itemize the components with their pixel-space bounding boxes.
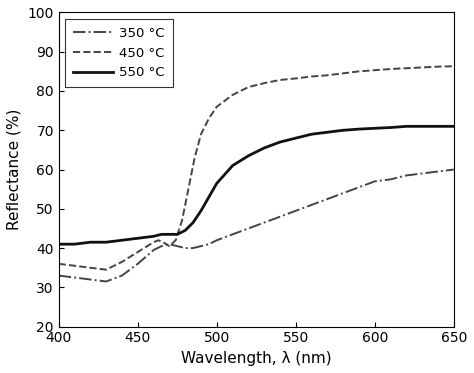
- 450 °C: [340, 71, 346, 76]
- 350 °C: [135, 261, 141, 266]
- 450 °C: [119, 260, 125, 264]
- 450 °C: [261, 81, 267, 85]
- 550 °C: [119, 238, 125, 242]
- 350 °C: [166, 242, 172, 247]
- 450 °C: [277, 78, 283, 82]
- 350 °C: [88, 277, 93, 282]
- Line: 550 °C: 550 °C: [59, 126, 454, 244]
- Line: 450 °C: 450 °C: [59, 66, 454, 270]
- 450 °C: [293, 76, 299, 81]
- 550 °C: [277, 140, 283, 144]
- 350 °C: [340, 191, 346, 195]
- 550 °C: [151, 234, 156, 239]
- 550 °C: [56, 242, 62, 247]
- 350 °C: [388, 177, 393, 182]
- 350 °C: [372, 179, 378, 184]
- 550 °C: [159, 232, 164, 236]
- 450 °C: [451, 64, 457, 69]
- 350 °C: [435, 169, 441, 174]
- 350 °C: [356, 185, 362, 189]
- 550 °C: [88, 240, 93, 244]
- 450 °C: [435, 65, 441, 69]
- 350 °C: [277, 214, 283, 219]
- 350 °C: [206, 242, 212, 247]
- 550 °C: [356, 127, 362, 131]
- Legend: 350 °C, 450 °C, 550 °C: 350 °C, 450 °C, 550 °C: [65, 19, 173, 87]
- 550 °C: [261, 146, 267, 150]
- 450 °C: [192, 156, 198, 160]
- 550 °C: [230, 163, 236, 168]
- 450 °C: [230, 93, 236, 97]
- 550 °C: [325, 130, 330, 135]
- 550 °C: [372, 126, 378, 131]
- 450 °C: [325, 73, 330, 78]
- 350 °C: [56, 273, 62, 278]
- 450 °C: [151, 240, 156, 244]
- 550 °C: [403, 124, 409, 129]
- 350 °C: [198, 244, 204, 248]
- 550 °C: [419, 124, 425, 129]
- 350 °C: [451, 167, 457, 172]
- 450 °C: [356, 69, 362, 73]
- 450 °C: [160, 240, 166, 244]
- 450 °C: [56, 261, 62, 266]
- 550 °C: [135, 236, 141, 241]
- Y-axis label: Reflectance (%): Reflectance (%): [7, 109, 22, 230]
- 550 °C: [309, 132, 314, 137]
- 350 °C: [174, 244, 180, 248]
- 550 °C: [190, 220, 196, 225]
- 450 °C: [135, 250, 141, 254]
- 550 °C: [206, 195, 212, 199]
- 350 °C: [261, 220, 267, 225]
- 550 °C: [103, 240, 109, 244]
- 550 °C: [174, 232, 180, 236]
- 350 °C: [293, 209, 299, 213]
- 350 °C: [230, 232, 236, 236]
- 450 °C: [419, 65, 425, 70]
- 450 °C: [309, 74, 314, 79]
- X-axis label: Wavelength, λ (nm): Wavelength, λ (nm): [181, 351, 332, 366]
- 450 °C: [206, 116, 212, 121]
- 450 °C: [185, 187, 191, 191]
- 350 °C: [403, 173, 409, 178]
- 550 °C: [182, 228, 188, 233]
- 450 °C: [372, 68, 378, 72]
- 350 °C: [151, 248, 156, 252]
- 550 °C: [198, 209, 204, 213]
- 550 °C: [388, 125, 393, 130]
- 350 °C: [119, 273, 125, 278]
- 450 °C: [403, 66, 409, 70]
- 550 °C: [246, 154, 251, 158]
- 450 °C: [214, 104, 219, 109]
- 450 °C: [198, 132, 204, 137]
- 550 °C: [451, 124, 457, 129]
- 350 °C: [419, 171, 425, 176]
- 450 °C: [173, 238, 179, 242]
- 350 °C: [103, 279, 109, 284]
- 350 °C: [309, 203, 314, 207]
- 450 °C: [179, 218, 185, 223]
- 450 °C: [166, 244, 172, 248]
- 450 °C: [88, 266, 93, 270]
- 550 °C: [214, 181, 219, 185]
- Line: 350 °C: 350 °C: [59, 170, 454, 282]
- 550 °C: [293, 136, 299, 140]
- 350 °C: [72, 275, 77, 280]
- 350 °C: [182, 246, 188, 250]
- 450 °C: [103, 267, 109, 272]
- 550 °C: [72, 242, 77, 247]
- 550 °C: [435, 124, 441, 129]
- 550 °C: [166, 232, 172, 236]
- 450 °C: [72, 264, 77, 268]
- 350 °C: [159, 244, 164, 248]
- 350 °C: [325, 197, 330, 201]
- 550 °C: [340, 128, 346, 132]
- 450 °C: [246, 85, 251, 89]
- 450 °C: [155, 238, 161, 242]
- 350 °C: [190, 246, 196, 250]
- 450 °C: [388, 67, 393, 71]
- 350 °C: [246, 226, 251, 231]
- 350 °C: [214, 238, 219, 242]
